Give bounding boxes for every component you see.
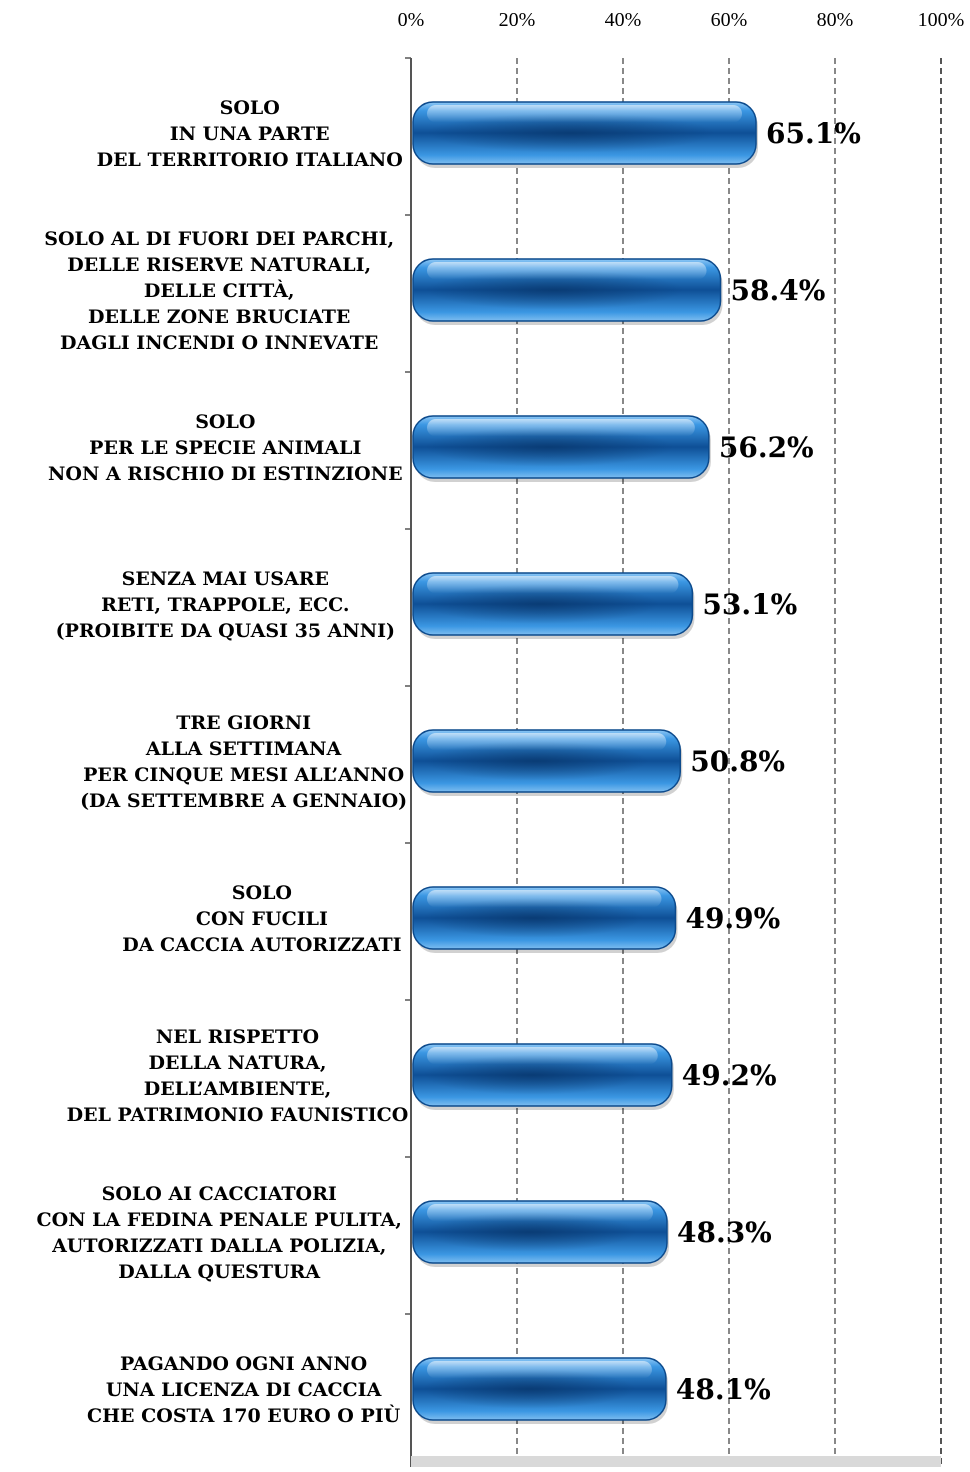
bar-6 — [412, 886, 678, 953]
category-label-line: CON LA FEDINA PENALE PULITA, — [37, 1209, 402, 1231]
category-label-line: PER LE SPECIE ANIMALI — [89, 437, 361, 459]
category-label-line: DA CACCIA AUTORIZZATI — [122, 934, 401, 956]
data-label: 50.8% — [690, 745, 785, 778]
axes — [405, 57, 941, 1472]
category-label-line: RETI, TRAPPOLE, ECC. — [101, 594, 349, 616]
data-label: 53.1% — [702, 588, 797, 621]
category-label-line: CON FUCILI — [196, 908, 328, 930]
category-label-line: (DA SETTEMBRE A GENNAIO) — [80, 790, 407, 812]
data-label: 65.1% — [766, 117, 861, 150]
category-label-line: DELLE RISERVE NATURALI, — [67, 254, 371, 276]
category-label-line: SOLO — [232, 882, 292, 904]
category-label-line: SOLO — [195, 411, 255, 433]
category-label-line: PAGANDO OGNI ANNO — [120, 1353, 367, 1375]
bar-9 — [412, 1357, 668, 1424]
data-label: 49.9% — [685, 902, 780, 935]
data-label: 48.3% — [677, 1216, 772, 1249]
category-label-line: SENZA MAI USARE — [122, 568, 329, 590]
category-label-line: (PROIBITE DA QUASI 35 ANNI) — [56, 620, 395, 642]
x-tick-label: 40% — [605, 9, 642, 31]
category-label-line: PER CINQUE MESI ALL’ANNO — [83, 764, 404, 786]
category-label-line: DELLE ZONE BRUCIATE — [88, 306, 350, 328]
data-label: 49.2% — [682, 1059, 777, 1092]
category-label-line: IN UNA PARTE — [170, 123, 330, 145]
category-label-line: AUTORIZZATI DALLA POLIZIA, — [51, 1235, 386, 1257]
category-label-line: SOLO — [220, 97, 280, 119]
category-label-line: DAGLI INCENDI O INNEVATE — [60, 332, 378, 354]
category-label-line: ALLA SETTIMANA — [145, 738, 342, 760]
category-label-line: TRE GIORNI — [176, 712, 311, 734]
category-label-line: DELLE CITTÀ, — [144, 279, 295, 302]
x-tick-label: 20% — [499, 9, 536, 31]
chart-floor — [411, 1456, 941, 1467]
category-label-line: SOLO AI CACCIATORI — [102, 1183, 337, 1205]
bars — [412, 101, 759, 1424]
category-label-line: UNA LICENZA DI CACCIA — [106, 1379, 382, 1401]
bar-7 — [412, 1043, 674, 1110]
labels: 0% 20% 40% 60% 80% 100% 65.1% SOLO IN UNA PARTE D… — [37, 9, 965, 1427]
category-label-line: CHE COSTA 170 EURO O PIÙ — [87, 1404, 401, 1427]
x-tick-label: 60% — [711, 9, 748, 31]
bar-5 — [412, 729, 683, 796]
category-label-line: DELL’AMBIENTE, — [144, 1078, 332, 1100]
category-label-line: SOLO AL DI FUORI DEI PARCHI, — [44, 228, 394, 250]
bar-4 — [412, 572, 695, 639]
category-label-line: DELLA NATURA, — [149, 1052, 327, 1074]
data-label: 56.2% — [719, 431, 814, 464]
category-label-line: DEL PATRIMONIO FAUNISTICO — [67, 1104, 409, 1126]
category-label-line: DEL TERRITORIO ITALIANO — [97, 149, 403, 171]
x-tick-label: 0% — [398, 9, 425, 31]
bar-3 — [412, 415, 711, 482]
x-tick-label: 100% — [918, 9, 965, 31]
category-label-line: DALLA QUESTURA — [118, 1261, 320, 1283]
x-tick-label: 80% — [817, 9, 854, 31]
category-label-line: NON A RISCHIO DI ESTINZIONE — [48, 463, 403, 485]
data-label: 58.4% — [731, 274, 826, 307]
bar-2 — [412, 258, 723, 325]
bar-1 — [412, 101, 759, 168]
data-label: 48.1% — [676, 1373, 771, 1406]
category-label-line: NEL RISPETTO — [156, 1026, 319, 1048]
bar-8 — [412, 1200, 669, 1267]
